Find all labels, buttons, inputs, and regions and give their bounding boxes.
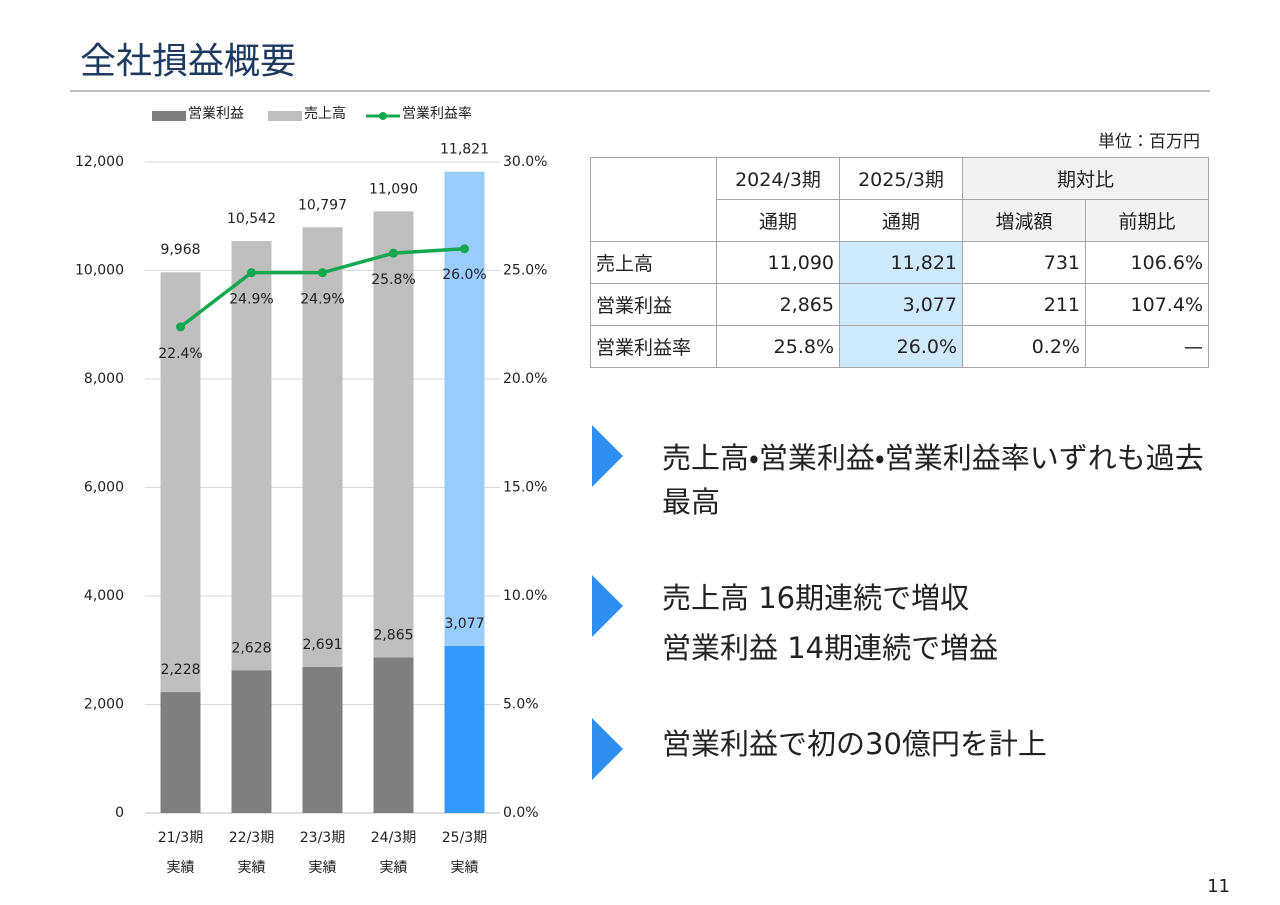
line-marker [247,268,256,278]
legend-label: 売上高 [304,105,346,122]
data-label: 2,228 [160,662,200,678]
data-label: 22.4% [158,346,202,362]
y-tick-label: 12,000 [75,154,124,170]
data-label: 25.8% [371,272,415,288]
legend-label: 営業利益率 [402,106,472,122]
y2-tick-label: 20.0% [503,371,547,387]
line-marker [176,322,185,332]
title-rule [70,90,1210,92]
table-cell: 11,821 [839,241,963,284]
bar [302,667,343,813]
y-tick-label: 4,000 [84,588,124,604]
table-header: 期対比 [962,157,1209,200]
data-label: 10,542 [227,211,276,227]
y-tick-label: 2,000 [84,697,124,713]
table-header: 2025/3期 [839,157,963,200]
data-label: 24.9% [229,292,273,308]
x-tick-label: 24/3期 [371,830,416,846]
data-label: 24.9% [300,292,344,308]
bar [373,657,414,813]
y2-tick-label: 15.0% [503,480,547,496]
table-header: 増減額 [962,199,1086,242]
bullet-marker [592,718,623,780]
bar [160,692,201,813]
line-marker [318,268,327,278]
table-cell: 731 [962,241,1086,284]
line-marker [389,248,398,258]
table-cell: 11,090 [716,241,840,284]
slide-title: 全社損益概要 [80,41,297,82]
x-tick-label: 実績 [380,860,408,876]
table-cell: 3,077 [839,283,963,326]
legend-swatch [268,111,302,121]
data-label: 26.0% [442,267,486,283]
table-header: 前期比 [1085,199,1209,242]
line-marker [460,244,469,254]
y2-tick-label: 0.0% [503,805,539,821]
table-cell: — [1085,325,1209,368]
legend-label: 営業利益 [188,106,244,122]
data-label: 11,090 [369,181,418,197]
x-tick-label: 実績 [451,860,479,876]
table-cell: 25.8% [716,325,840,368]
y2-tick-label: 10.0% [503,588,547,604]
table-cell: 106.6% [1085,241,1209,284]
table-cell: 0.2% [962,325,1086,368]
bar [231,670,272,813]
bullet-marker [592,575,623,637]
table-cell: 211 [962,283,1086,326]
bullet-text: 売上高・営業利益・営業利益率いずれも過去最高 [662,441,1204,519]
table-cell: 26.0% [839,325,963,368]
legend-swatch [152,111,186,121]
data-label: 11,821 [440,142,489,158]
table-row: 営業利益率 25.8% 26.0% 0.2% — [590,325,1209,368]
table-header: 2024/3期 [716,157,840,200]
x-tick-label: 23/3期 [300,830,345,846]
data-label: 9,968 [160,242,200,258]
x-tick-label: 実績 [167,860,195,876]
x-tick-label: 実績 [238,860,266,876]
bullet-text: 営業利益 14期連続で増益 [662,631,999,665]
data-label: 2,628 [231,640,271,656]
bullet-marker [592,425,623,487]
y-tick-label: 6,000 [84,480,124,496]
bullet-text: 営業利益で初の30億円を計上 [662,727,1047,761]
table-row: 売上高 11,090 11,821 731 106.6% [590,241,1209,284]
table-header: 通期 [839,199,963,242]
y2-tick-label: 30.0% [503,154,547,170]
y2-tick-label: 5.0% [503,697,539,713]
row-header: 営業利益率 [590,325,717,368]
table-row: 営業利益 2,865 3,077 211 107.4% [590,283,1209,326]
data-label: 2,865 [373,628,413,644]
data-label: 2,691 [302,637,342,653]
data-label: 10,797 [298,197,347,213]
x-tick-label: 実績 [309,860,337,876]
row-header: 売上高 [590,241,717,284]
y2-tick-label: 25.0% [503,263,547,279]
unit-note: 単位：百万円 [1098,132,1200,152]
legend-swatch [379,112,387,120]
y-tick-label: 8,000 [84,371,124,387]
table-cell: 107.4% [1085,283,1209,326]
bar [444,646,485,813]
table-cell: 2,865 [716,283,840,326]
row-header: 営業利益 [590,283,717,326]
bullet-text: 売上高 16期連続で増収 [662,581,970,615]
table-corner [590,157,717,242]
y-tick-label: 10,000 [75,263,124,279]
data-label: 3,077 [444,616,484,632]
x-tick-label: 21/3期 [158,830,203,846]
x-tick-label: 25/3期 [442,830,487,846]
summary-table: 2024/3期 2025/3期 期対比 通期 通期 増減額 前期比 売上高 11,… [590,157,1209,368]
y-tick-label: 0 [115,805,124,821]
page-number: 11 [1207,876,1230,897]
x-tick-label: 22/3期 [229,830,274,846]
table-header: 通期 [716,199,840,242]
